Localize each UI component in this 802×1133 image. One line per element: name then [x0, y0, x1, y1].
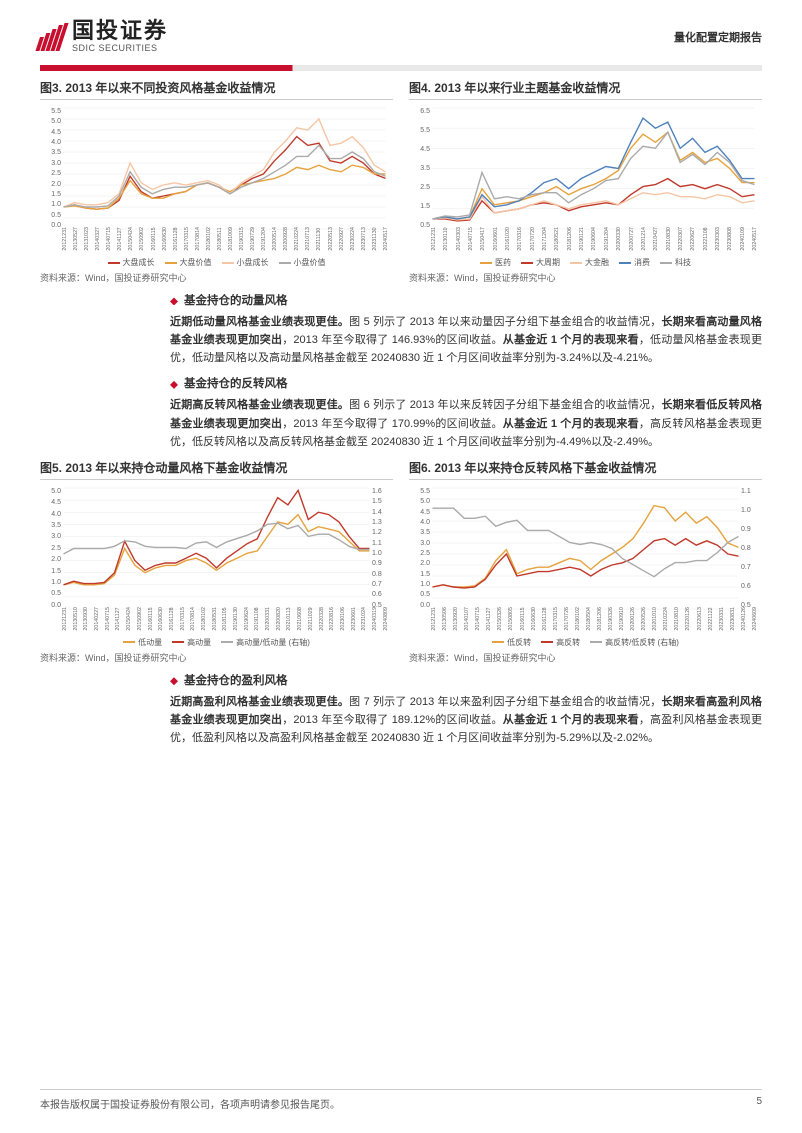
page-footer: 本报告版权属于国投证券股份有限公司，各项声明请参见报告尾页。 5: [40, 1089, 762, 1111]
section-body: 近期高反转风格基金业绩表现更佳。图 6 列示了 2013 年以来反转因子分组下基…: [170, 396, 762, 450]
chart-title: 图3. 2013 年以来不同投资风格基金收益情况: [40, 79, 393, 100]
section-reversal: 基金持仓的反转风格 近期高反转风格基金业绩表现更佳。图 6 列示了 2013 年…: [170, 375, 762, 450]
section-profit: 基金持仓的盈利风格 近期高盈利风格基金业绩表现更佳。图 7 列示了 2013 年…: [170, 672, 762, 747]
figure-4: 图4. 2013 年以来行业主题基金收益情况 6.55.54.53.52.51.…: [409, 79, 762, 284]
logo-text-cn: 国投证券: [72, 20, 168, 42]
section-heading: 基金持仓的动量风格: [184, 292, 288, 311]
chart-source: 资料来源：Wind，国投证券研究中心: [40, 651, 393, 664]
figure-6: 图6. 2013 年以来持仓反转风格下基金收益情况 5.55.04.54.03.…: [409, 459, 762, 664]
section-body: 近期低动量风格基金业绩表现更佳。图 5 列示了 2013 年以来动量因子分组下基…: [170, 313, 762, 367]
report-type: 量化配置定期报告: [674, 29, 762, 45]
bullet-icon: [170, 297, 178, 305]
chart-title: 图6. 2013 年以来持仓反转风格下基金收益情况: [409, 459, 762, 480]
logo-icon: [35, 23, 68, 51]
chart-source: 资料来源：Wind，国投证券研究中心: [409, 651, 762, 664]
section-body: 近期高盈利风格基金业绩表现更佳。图 7 列示了 2013 年以来盈利因子分组下基…: [170, 693, 762, 747]
chart-source: 资料来源：Wind，国投证券研究中心: [409, 271, 762, 284]
figure-5: 图5. 2013 年以来持仓动量风格下基金收益情况 5.04.54.03.53.…: [40, 459, 393, 664]
chart-title: 图5. 2013 年以来持仓动量风格下基金收益情况: [40, 459, 393, 480]
logo: 国投证券 SDIC SECURITIES: [40, 20, 168, 53]
bullet-icon: [170, 677, 178, 685]
bullet-icon: [170, 381, 178, 389]
footer-copyright: 本报告版权属于国投证券股份有限公司，各项声明请参见报告尾页。: [40, 1096, 340, 1111]
page-number: 5: [756, 1096, 762, 1111]
chart-title: 图4. 2013 年以来行业主题基金收益情况: [409, 79, 762, 100]
logo-text-en: SDIC SECURITIES: [72, 44, 168, 53]
section-heading: 基金持仓的盈利风格: [184, 672, 288, 691]
chart-source: 资料来源：Wind，国投证券研究中心: [40, 271, 393, 284]
page-header: 国投证券 SDIC SECURITIES 量化配置定期报告: [0, 0, 802, 61]
section-momentum: 基金持仓的动量风格 近期低动量风格基金业绩表现更佳。图 5 列示了 2013 年…: [170, 292, 762, 367]
section-heading: 基金持仓的反转风格: [184, 375, 288, 394]
figure-3: 图3. 2013 年以来不同投资风格基金收益情况 5.55.04.54.03.5…: [40, 79, 393, 284]
